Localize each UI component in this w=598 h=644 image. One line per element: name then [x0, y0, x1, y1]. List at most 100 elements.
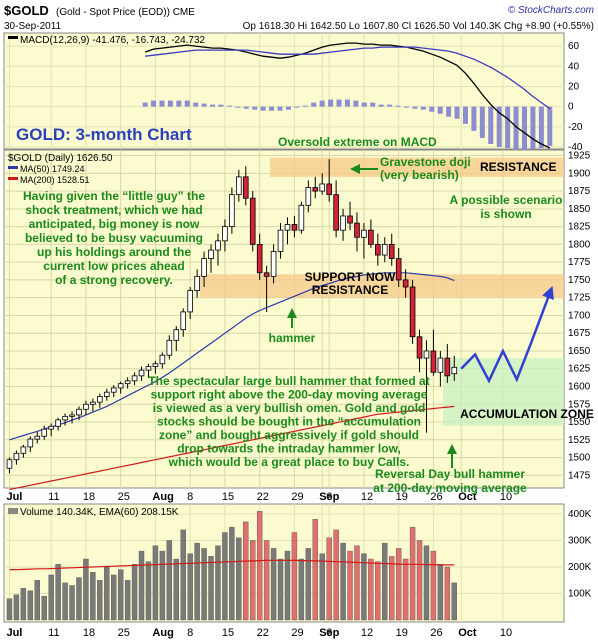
- x-tick-label: Aug: [152, 491, 173, 503]
- macd-histogram-bar: [420, 106, 426, 110]
- x-tick-label: 10: [500, 491, 512, 503]
- candle: [242, 166, 249, 206]
- volume-bar: [208, 556, 214, 621]
- volume-bar: [131, 564, 138, 621]
- macd-histogram-bar: [361, 102, 367, 107]
- macd-histogram-bar: [252, 106, 258, 110]
- volume-bar: [416, 540, 423, 621]
- volume-bar: [250, 540, 256, 621]
- macd-legend-text: MACD(12,26,9) -41.476, -16.743, -24.732: [20, 35, 206, 46]
- macd-histogram-bar: [151, 100, 157, 107]
- volume-bar: [382, 542, 388, 621]
- price-tick-label: 1925: [568, 151, 591, 162]
- x-tick-label: Jul: [6, 491, 22, 503]
- volume-bar: [34, 580, 40, 621]
- volume-bar: [69, 585, 75, 621]
- macd-tick-label: -40: [568, 142, 583, 153]
- x-tick-label: 26: [430, 627, 442, 639]
- volume-bar: [111, 574, 117, 621]
- x-tick-label: 11: [48, 627, 59, 639]
- volume-bar: [375, 561, 381, 621]
- macd-legend: MACD(12,26,9) -41.476, -16.743, -24.732: [8, 35, 206, 46]
- candle: [291, 215, 298, 238]
- gravestone-note: Gravestone doji (very bearish): [380, 155, 471, 182]
- candle: [298, 201, 305, 234]
- price-tick-label: 1825: [568, 222, 591, 233]
- macd-histogram-bar: [454, 106, 460, 119]
- macd-histogram-bar: [353, 100, 359, 107]
- volume-bar: [444, 566, 451, 621]
- macd-histogram-bar: [142, 102, 148, 107]
- candle: [138, 366, 145, 381]
- volume-bar: [117, 569, 124, 621]
- volume-bar: [319, 553, 325, 621]
- volume-bar: [152, 545, 159, 621]
- oversold-note: Oversold extreme on MACD: [278, 135, 437, 149]
- candle: [451, 355, 458, 381]
- candle: [27, 436, 34, 452]
- little-guy-note: Having given the “little guy” the shock t…: [23, 189, 205, 287]
- volume-bar: [90, 572, 96, 621]
- volume-bar: [166, 540, 173, 621]
- candle: [326, 159, 332, 202]
- price-tick-label: 1675: [568, 328, 591, 339]
- volume-bar: [451, 582, 457, 621]
- volume-bar: [76, 577, 82, 621]
- volume-bar: [48, 574, 54, 621]
- candle: [13, 450, 20, 465]
- support-label: SUPPORT NOW RESISTANCE: [305, 270, 396, 297]
- candle: [173, 326, 180, 351]
- scenario-note: A possible scenario is shown: [450, 193, 563, 221]
- macd-histogram-bar: [269, 106, 275, 111]
- volume-bar: [368, 558, 374, 621]
- candle: [416, 329, 423, 373]
- x-tick-label: 29: [291, 627, 303, 639]
- macd-histogram-bar: [446, 106, 452, 117]
- volume-legend-text: Volume 140.34K, EMA(60) 208.15K: [20, 507, 179, 518]
- volume-bar: [430, 550, 437, 621]
- x-tick-label: 18: [83, 627, 95, 639]
- macd-histogram-bar: [176, 100, 182, 107]
- macd-histogram-bar: [513, 106, 519, 151]
- macd-histogram-bar: [294, 106, 300, 108]
- price-tick-label: 1525: [568, 435, 591, 446]
- x-tick-label: 12: [361, 491, 373, 503]
- accumulation-label: ACCUMULATION ZONE: [460, 407, 594, 421]
- macd-histogram-bar: [319, 100, 325, 107]
- volume-bar: [347, 550, 353, 621]
- candle: [305, 180, 312, 213]
- x-tick-label: 15: [222, 627, 234, 639]
- volume-bar: [194, 542, 200, 621]
- volume-bar: [62, 582, 68, 621]
- price-tick-label: 1875: [568, 186, 591, 197]
- candle: [249, 191, 256, 252]
- volume-bar: [27, 590, 34, 621]
- volume-bar: [284, 550, 291, 621]
- macd-histogram-bar: [167, 100, 173, 107]
- volume-bar: [409, 527, 416, 621]
- volume-bar: [243, 521, 249, 621]
- x-tick-label: 25: [118, 627, 130, 639]
- volume-bar: [159, 550, 166, 621]
- zone-support-now-resistance: [200, 274, 564, 298]
- candle: [55, 417, 61, 431]
- ma50-swatch: [8, 166, 18, 169]
- macd-histogram-bar: [159, 100, 165, 107]
- candle: [368, 219, 374, 248]
- candle: [131, 372, 138, 386]
- price-panel: [3, 149, 565, 489]
- volume-bar: [389, 556, 395, 621]
- candle: [347, 201, 353, 231]
- series-label: $GOLD (Daily) 1626.50: [8, 153, 113, 164]
- volume-bar: [145, 561, 152, 621]
- candle: [6, 457, 13, 474]
- volume-bar: [326, 537, 332, 621]
- x-tick-label: 8: [187, 627, 193, 639]
- candle: [270, 244, 277, 284]
- candle: [354, 212, 360, 252]
- volume-bar: [201, 548, 207, 621]
- macd-histogram-bar: [387, 104, 393, 107]
- ma200-swatch: [8, 177, 18, 180]
- macd-series-macd: [144, 42, 551, 149]
